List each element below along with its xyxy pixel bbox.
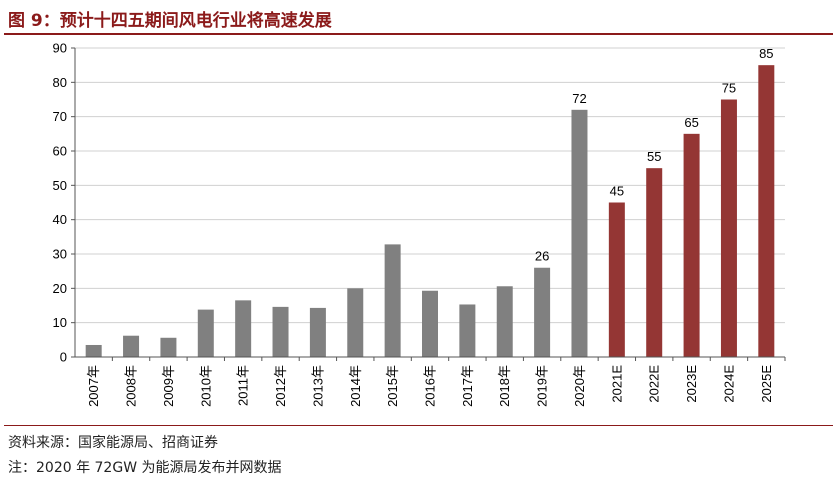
y-tick-label: 70 xyxy=(53,109,67,124)
x-tick-label: 2014年 xyxy=(348,365,363,407)
y-tick-label: 40 xyxy=(53,212,67,227)
bar xyxy=(235,300,252,357)
chart-title: 图 9：预计十四五期间风电行业将高速发展 xyxy=(8,11,332,31)
x-tick-label: 2008年 xyxy=(124,365,139,407)
x-tick-label: 2007年 xyxy=(86,365,101,407)
data-label: 65 xyxy=(684,115,698,130)
x-tick-label: 2016年 xyxy=(423,365,438,407)
bar xyxy=(384,244,401,357)
y-tick-label: 60 xyxy=(53,144,67,159)
x-tick-label: 2010年 xyxy=(198,365,213,407)
y-tick-label: 90 xyxy=(53,41,67,56)
y-tick-label: 0 xyxy=(60,350,67,365)
labels: 0 10 20 30 40 50 60 70 80 90 2007年 2008年 2009年 2010年 2… xyxy=(53,41,774,407)
data-label: 55 xyxy=(647,149,661,164)
bar xyxy=(683,133,700,357)
x-tick-label: 2015年 xyxy=(385,365,400,407)
bar xyxy=(496,286,513,357)
bar xyxy=(347,288,364,357)
axes xyxy=(71,47,786,361)
data-label: 85 xyxy=(759,46,773,61)
x-tick-label: 2024E xyxy=(721,365,736,403)
bar xyxy=(123,335,140,357)
y-tick-label: 10 xyxy=(53,315,67,330)
bar xyxy=(646,168,663,357)
x-tick-label: 2009年 xyxy=(161,365,176,407)
bar xyxy=(608,202,625,357)
bars xyxy=(85,65,775,358)
x-tick-label: 2012年 xyxy=(273,365,288,407)
data-label: 45 xyxy=(610,184,624,199)
footnote: 注：2020 年 72GW 为能源局发布并网数据 xyxy=(8,460,282,476)
x-tick-label: 2011年 xyxy=(236,365,251,406)
gridlines xyxy=(75,47,785,324)
x-tick-label: 2017年 xyxy=(460,365,475,407)
bar xyxy=(160,337,177,357)
x-tick-label: 2019年 xyxy=(535,365,550,407)
x-tick-label: 2023E xyxy=(684,365,699,403)
bar xyxy=(197,309,214,357)
footer-divider xyxy=(4,425,833,426)
bar xyxy=(459,304,476,357)
data-label: 26 xyxy=(535,249,549,264)
title-divider xyxy=(4,33,833,35)
y-tick-label: 30 xyxy=(53,247,67,262)
x-tick-label: 2020年 xyxy=(572,365,587,407)
y-tick-label: 20 xyxy=(53,281,67,296)
x-tick-label: 2022E xyxy=(647,365,662,403)
bar xyxy=(534,267,551,357)
bar xyxy=(309,307,326,357)
x-tick-label: 2013年 xyxy=(310,365,325,407)
data-label: 75 xyxy=(722,81,736,96)
y-tick-label: 80 xyxy=(53,75,67,90)
bar xyxy=(720,99,737,357)
bar xyxy=(85,344,102,357)
bar-chart: 0 10 20 30 40 50 60 70 80 90 2007年 2008年 2009年 2010年 2… xyxy=(53,41,786,407)
y-tick-label: 50 xyxy=(53,178,67,193)
x-tick-label: 2021E xyxy=(609,365,624,403)
x-tick-label: 2018年 xyxy=(497,365,512,407)
source-note: 资料来源：国家能源局、招商证券 xyxy=(8,435,218,451)
bar xyxy=(571,109,588,357)
bar xyxy=(272,306,289,357)
bar xyxy=(422,290,438,357)
data-label: 72 xyxy=(572,91,586,106)
x-tick-label: 2025E xyxy=(759,365,774,403)
bar xyxy=(758,65,775,358)
